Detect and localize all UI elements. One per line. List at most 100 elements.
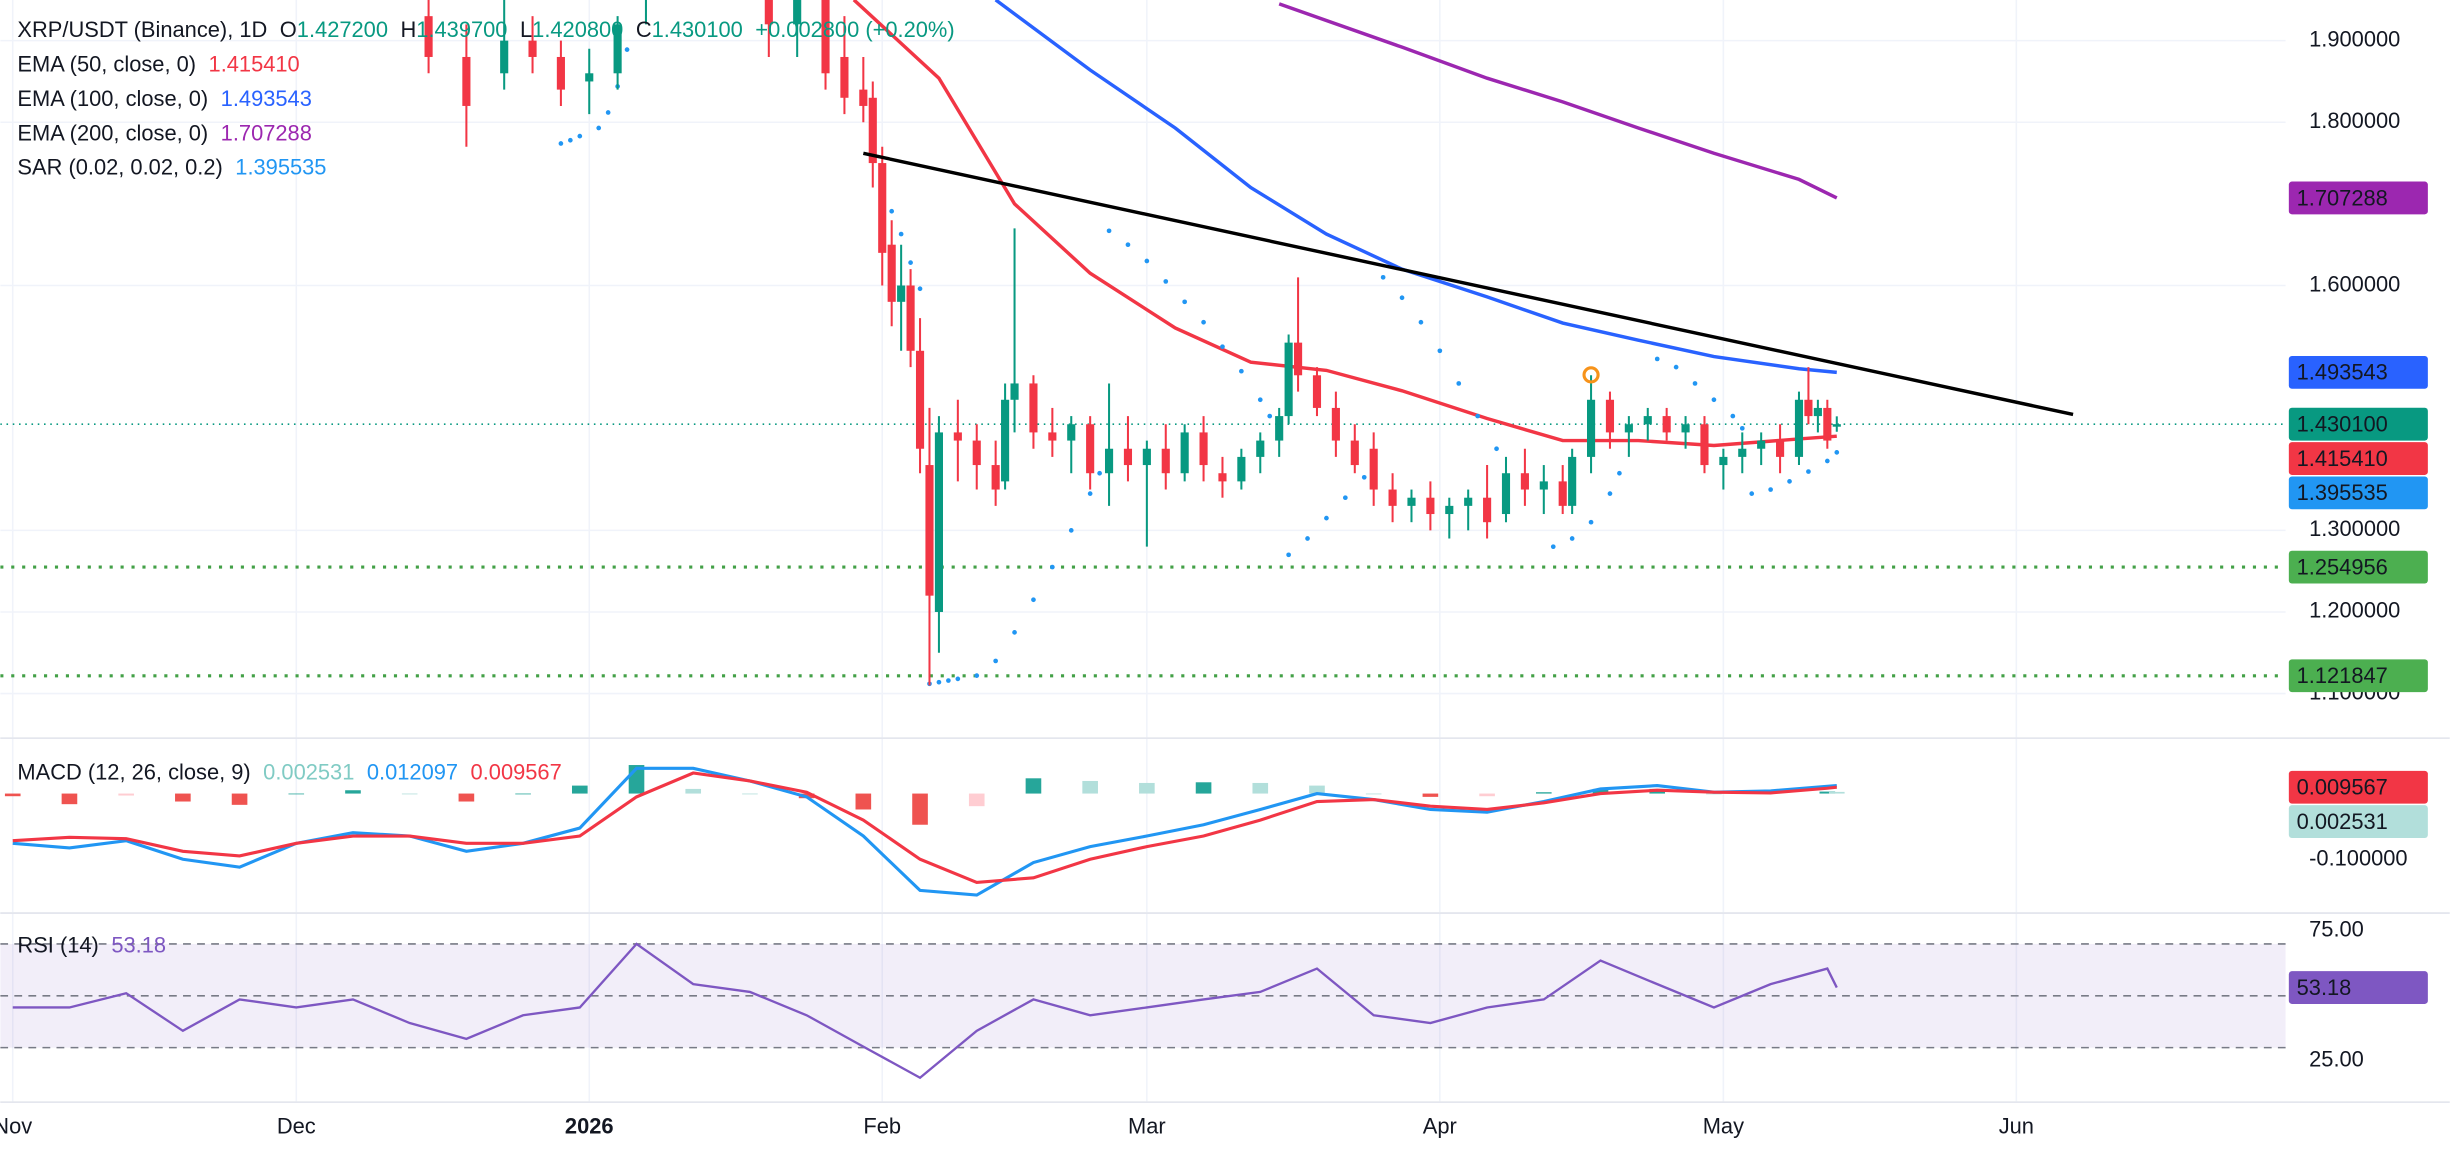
x-tick-label: 2026	[565, 1114, 614, 1139]
sar-dot	[993, 658, 998, 664]
candle-body	[1294, 342, 1303, 376]
price-tag-label: 1.430100	[2297, 412, 2388, 437]
price-tag-label: 1.707288	[2297, 185, 2388, 210]
price-tag	[2288, 805, 2428, 838]
candle-body	[1804, 399, 1813, 417]
sar-dot	[1399, 295, 1405, 301]
ema-line	[1278, 2, 1838, 200]
macd-pane	[4, 738, 2018, 913]
price-tag-label: 0.002531	[2297, 809, 2388, 834]
histogram-bar	[1422, 793, 1439, 797]
histogram-bar	[1082, 780, 1098, 794]
indicator-value: 0.012097	[367, 759, 458, 784]
indicator-value: 0.009567	[471, 759, 562, 784]
sar-dot	[1739, 425, 1745, 431]
histogram-bar	[685, 788, 702, 794]
candle-body	[1662, 416, 1671, 433]
candle-body	[1794, 399, 1804, 457]
histogram-bar	[345, 790, 361, 794]
histogram-bar	[855, 793, 872, 810]
candle-body	[1464, 497, 1473, 506]
histogram-bar	[1706, 793, 1722, 795]
candle-body	[1256, 440, 1265, 457]
y-tick-label: 1.300000	[2309, 516, 2400, 541]
candle-body	[934, 432, 944, 612]
sar-dot	[955, 676, 961, 682]
sar-dot	[1550, 544, 1556, 550]
sar-dot	[889, 208, 895, 214]
histogram-bar	[1828, 791, 1845, 794]
candle-body	[1605, 399, 1615, 433]
sar-dot	[1097, 470, 1102, 476]
rsi-pane	[0, 913, 2286, 1102]
y-tick-label: 25.00	[2309, 1046, 2364, 1071]
candle-body	[1029, 383, 1038, 433]
sar-dot	[624, 47, 630, 52]
x-tick-label: Nov	[0, 1114, 32, 1139]
histogram-bar	[61, 793, 78, 805]
histogram-bar	[571, 785, 588, 794]
candle-body	[462, 56, 471, 106]
candle-body	[1407, 497, 1416, 506]
sar-dot	[1617, 470, 1622, 476]
price-tag	[2288, 971, 2428, 1004]
sar-dot	[1324, 515, 1329, 521]
indicator-name: EMA (200, close, 0)	[17, 120, 208, 145]
histogram-bar	[1365, 793, 1382, 795]
sar-dot	[1257, 397, 1263, 403]
histogram-bar	[4, 793, 21, 797]
price-tag-label: 1.254956	[2297, 554, 2388, 579]
sar-dot	[1087, 491, 1093, 496]
candle-body	[1539, 481, 1548, 490]
histogram-bar	[231, 793, 248, 805]
histogram-bar	[742, 793, 758, 795]
sar-dot	[1106, 228, 1112, 234]
y-tick-label: 1.800000	[2309, 108, 2400, 133]
sar-dot	[908, 260, 913, 265]
macd-line	[12, 771, 1837, 885]
price-tag	[2288, 181, 2428, 215]
price-tag-label: 1.493543	[2297, 360, 2388, 385]
sar-dot	[568, 137, 573, 143]
candle-body	[1681, 424, 1690, 433]
sar-dot	[1834, 450, 1840, 455]
symbol: XRP/USDT (Binance), 1D	[17, 17, 267, 42]
candle-body	[972, 440, 981, 466]
candle-body	[1312, 375, 1322, 408]
sar-dot	[596, 125, 602, 131]
candle-body	[868, 97, 877, 164]
x-tick-label: Apr	[1423, 1114, 1457, 1139]
sar-dot	[917, 286, 923, 292]
indicator-name: MACD (12, 26, close, 9)	[17, 759, 250, 784]
histogram-bar	[912, 793, 928, 825]
histogram-bar	[401, 793, 418, 795]
candle-body	[1350, 440, 1359, 466]
indicator-value: 1.707288	[221, 120, 312, 145]
macd-legend: MACD (12, 26, close, 9) 0.002531 0.012097 0…	[17, 759, 561, 784]
candle-body	[1199, 432, 1208, 466]
candle-body	[1142, 448, 1151, 466]
sar-dot	[946, 678, 951, 683]
sar-dot	[974, 673, 980, 678]
x-tick-label: Mar	[1128, 1114, 1166, 1139]
histogram-bar	[288, 793, 305, 795]
sar-dot	[1050, 564, 1055, 570]
sar-dot	[1494, 446, 1499, 452]
sar-dot	[1730, 413, 1736, 419]
price-change: +0.002800 (+0.20%)	[755, 17, 954, 42]
sar-dot	[1220, 344, 1225, 350]
indicator-value: 1.493543	[221, 86, 312, 111]
candle-body	[556, 56, 565, 90]
ohlc-value: 1.427200	[297, 17, 388, 42]
sar-dot	[1806, 469, 1811, 474]
sar-dot	[1475, 413, 1480, 419]
sar-dot	[1569, 536, 1575, 541]
candle-body	[878, 163, 887, 253]
sar-dot	[1361, 474, 1367, 480]
candle-body	[897, 285, 906, 302]
candle-body	[1275, 416, 1284, 441]
candle-body	[1218, 473, 1227, 482]
sar-dot	[1267, 413, 1273, 419]
rsi-line	[12, 942, 1838, 1080]
